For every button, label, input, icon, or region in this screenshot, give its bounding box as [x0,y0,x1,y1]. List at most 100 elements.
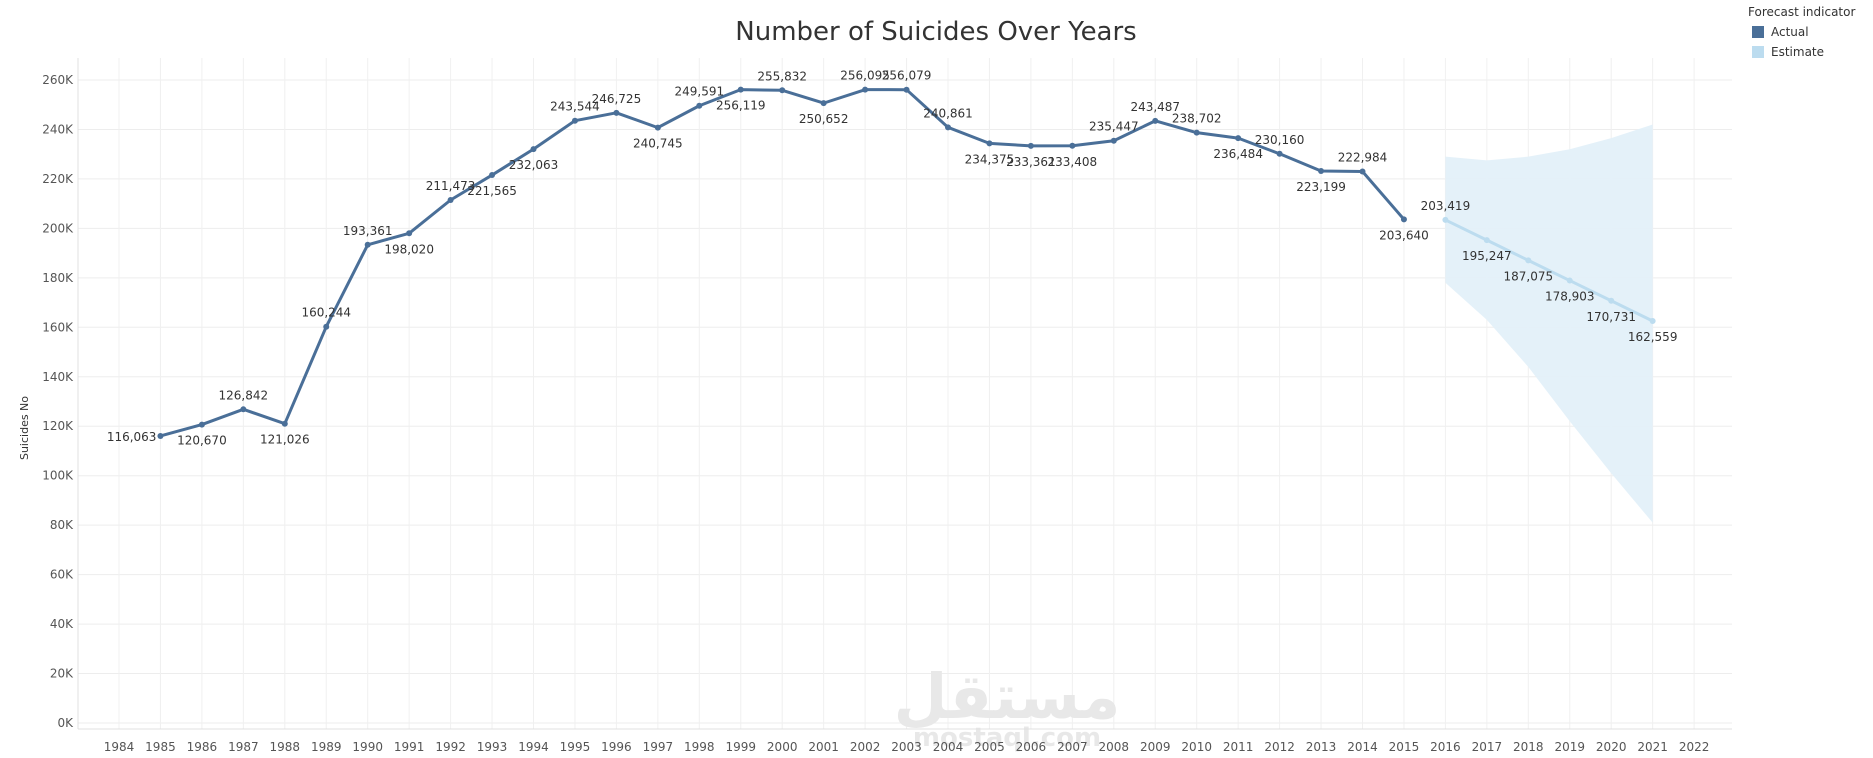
watermark-text: mostaql.com [913,723,1101,753]
data-point-estimate[interactable] [1649,317,1656,324]
x-tick-label: 2017 [1472,740,1503,754]
data-point-actual[interactable] [1400,216,1407,223]
data-label-estimate: 203,419 [1421,199,1471,213]
data-label-actual: 121,026 [260,433,310,447]
data-label-actual: 193,361 [343,224,393,238]
data-label-actual: 243,487 [1130,100,1180,114]
data-point-actual[interactable] [1069,142,1076,149]
x-tick-label: 2018 [1513,740,1544,754]
data-point-actual[interactable] [862,86,869,93]
chart-title: Number of Suicides Over Years [735,17,1136,47]
x-tick-label: 2006 [1016,740,1047,754]
data-point-estimate[interactable] [1442,216,1449,223]
x-tick-label: 2020 [1596,740,1627,754]
x-tick-label: 1995 [560,740,591,754]
x-tick-label: 1986 [187,740,218,754]
data-point-actual[interactable] [1193,129,1200,136]
data-point-actual[interactable] [737,86,744,93]
data-point-actual[interactable] [986,140,993,147]
data-point-actual[interactable] [198,421,205,428]
data-label-actual: 235,447 [1089,120,1139,134]
data-label-actual: 256,095 [840,69,890,83]
legend-label-actual[interactable]: Actual [1771,25,1809,39]
data-label-actual: 116,063 [107,430,157,444]
x-tick-label: 1991 [394,740,425,754]
x-tick-label: 1994 [518,740,549,754]
data-point-actual[interactable] [489,172,496,179]
data-point-actual[interactable] [571,117,578,124]
data-point-actual[interactable] [779,87,786,94]
legend-label-estimate[interactable]: Estimate [1771,45,1824,59]
data-label-estimate: 187,075 [1503,269,1553,283]
x-tick-label: 2021 [1637,740,1668,754]
data-label-actual: 243,544 [550,100,600,114]
x-tick-label: 2009 [1140,740,1171,754]
data-point-actual[interactable] [654,124,661,131]
data-point-actual[interactable] [1276,150,1283,157]
x-tick-label: 1984 [104,740,135,754]
data-point-actual[interactable] [364,241,371,248]
y-tick-label: 180K [42,271,74,285]
x-tick-label: 2003 [891,740,922,754]
data-label-actual: 250,652 [799,112,849,126]
y-tick-label: 100K [42,469,74,483]
data-label-actual: 238,702 [1172,112,1222,126]
data-label-estimate: 170,731 [1586,310,1636,324]
data-label-estimate: 195,247 [1462,249,1512,263]
x-tick-label: 1985 [145,740,176,754]
data-labels: 116,063 120,670 126,842 121,026 160,244 193,3… [107,69,1678,448]
x-tick-label: 1996 [601,740,632,754]
x-tick-label: 1998 [684,740,715,754]
data-point-actual[interactable] [613,109,620,116]
data-point-actual[interactable] [323,323,330,330]
data-point-estimate[interactable] [1525,257,1532,264]
data-point-actual[interactable] [903,86,910,93]
data-point-actual[interactable] [1152,117,1159,124]
data-point-actual[interactable] [945,124,951,131]
data-label-estimate: 162,559 [1628,330,1678,344]
x-tick-label: 1997 [643,740,674,754]
data-point-actual[interactable] [1235,135,1242,142]
data-point-actual[interactable] [406,230,413,237]
data-point-actual[interactable] [447,197,454,204]
legend-title: Forecast indicator [1748,5,1855,19]
watermark: مستقل mostaql.com [894,660,1121,753]
y-tick-label: 120K [42,419,74,433]
x-tick-label: 2013 [1306,740,1337,754]
data-label-actual: 256,119 [716,99,766,113]
data-label-estimate: 178,903 [1545,290,1595,304]
series-line-estimate [1444,218,1654,323]
legend[interactable]: Forecast indicator Actual Estimate [1748,5,1855,59]
x-tick-label: 1987 [228,740,259,754]
data-point-estimate[interactable] [1566,277,1573,284]
data-point-actual[interactable] [820,100,827,107]
data-point-actual[interactable] [530,146,537,153]
legend-swatch-estimate [1752,46,1764,58]
data-label-actual: 236,484 [1213,147,1263,161]
data-point-actual[interactable] [240,406,247,413]
x-tick-label: 2016 [1430,740,1461,754]
data-point-actual[interactable] [1110,137,1117,144]
data-point-estimate[interactable] [1483,237,1490,244]
data-point-actual[interactable] [281,420,288,427]
data-point-actual[interactable] [1027,142,1034,149]
data-point-actual[interactable] [157,432,164,439]
data-point-estimate[interactable] [1608,297,1615,304]
data-label-actual: 160,244 [301,306,351,320]
x-tick-label: 2000 [767,740,798,754]
grid [78,58,1732,729]
x-tick-label: 2015 [1389,740,1420,754]
x-tick-label: 2010 [1181,740,1212,754]
x-tick-label: 1989 [311,740,342,754]
x-tick-label: 2004 [933,740,964,754]
data-point-actual[interactable] [1359,168,1366,175]
data-label-actual: 255,832 [757,69,807,83]
y-tick-label: 200K [42,221,74,235]
x-tick-label: 2019 [1554,740,1585,754]
data-point-actual[interactable] [1318,168,1325,175]
x-tick-label: 2012 [1264,740,1295,754]
data-point-actual[interactable] [696,102,703,109]
x-tick-label: 2011 [1223,740,1254,754]
